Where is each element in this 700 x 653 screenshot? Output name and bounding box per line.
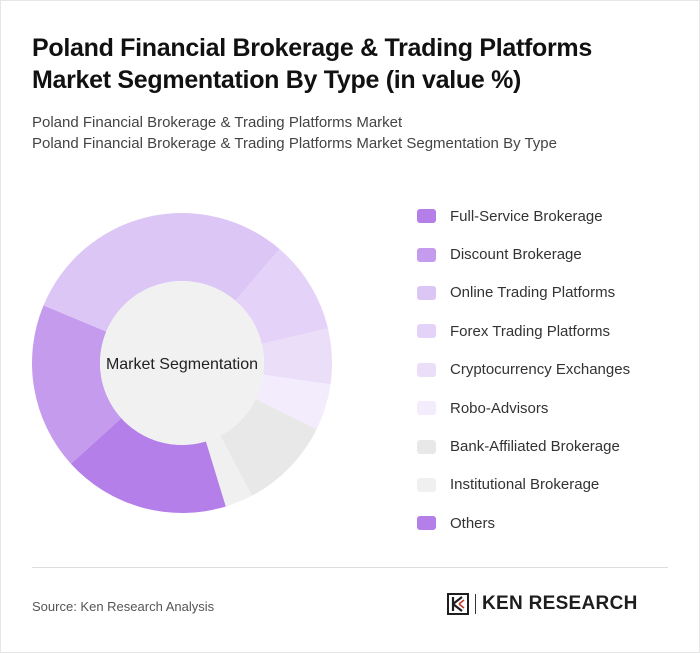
- logo-text: KEN RESEARCH: [482, 593, 638, 614]
- legend-label: Full-Service Brokerage: [450, 207, 603, 225]
- donut-chart-svg: Market Segmentation: [32, 213, 332, 513]
- legend-item-cryptocurrency-exchanges[interactable]: Cryptocurrency Exchanges: [417, 351, 687, 389]
- legend-label: Bank-Affiliated Brokerage: [450, 438, 620, 456]
- donut-slice-robo-advisors[interactable]: [255, 374, 331, 430]
- donut-center: [100, 281, 264, 445]
- legend-swatch: [417, 516, 436, 531]
- legend-label: Cryptocurrency Exchanges: [450, 361, 631, 379]
- donut-slice-cryptocurrency-exchanges[interactable]: [261, 328, 332, 385]
- donut-slice-institutional-brokerage[interactable]: [205, 435, 252, 507]
- ken-research-logo: KEN RESEARCH: [447, 593, 638, 615]
- legend-label: Others: [450, 514, 496, 532]
- legend-item-bank-affiliated-brokerage[interactable]: Bank-Affiliated Brokerage: [417, 427, 687, 465]
- page-title: Poland Financial Brokerage & Trading Pla…: [32, 34, 592, 94]
- subtitle-line-1: Poland Financial Brokerage & Trading Pla…: [32, 114, 403, 131]
- legend-swatch: [417, 247, 436, 262]
- logo-divider: [475, 594, 476, 614]
- legend-item-others[interactable]: Others: [417, 504, 687, 542]
- legend-swatch: [417, 209, 436, 224]
- subtitle-line-2: Poland Financial Brokerage & Trading Pla…: [32, 135, 557, 152]
- legend-item-forex-trading-platforms[interactable]: Forex Trading Platforms: [417, 312, 687, 350]
- legend-swatch: [417, 362, 436, 377]
- subtitle: Poland Financial Brokerage & Trading Pla…: [32, 112, 652, 154]
- source-note: Source: Ken Research Analysis: [32, 599, 215, 614]
- legend-swatch: [417, 285, 436, 300]
- footer-divider: [32, 567, 668, 568]
- legend-label: Online Trading Platforms: [450, 284, 616, 302]
- donut-slice-discount-brokerage[interactable]: [32, 305, 122, 464]
- legend-swatch: [417, 439, 436, 454]
- legend-label: Discount Brokerage: [450, 246, 582, 264]
- legend-item-online-trading-platforms[interactable]: Online Trading Platforms: [417, 274, 687, 312]
- donut-slice-full-service-brokerage[interactable]: [70, 418, 226, 513]
- legend-item-discount-brokerage[interactable]: Discount Brokerage: [417, 235, 687, 273]
- donut-slice-online-trading-platforms[interactable]: [43, 213, 280, 332]
- donut-chart: Market Segmentation: [0, 190, 380, 550]
- legend-label: Forex Trading Platforms: [450, 322, 611, 340]
- legend-swatch: [417, 401, 436, 416]
- legend-swatch: [417, 477, 436, 492]
- donut-slice-forex-trading-platforms[interactable]: [235, 249, 328, 344]
- legend-item-robo-advisors[interactable]: Robo-Advisors: [417, 389, 687, 427]
- legend-item-institutional-brokerage[interactable]: Institutional Brokerage: [417, 466, 687, 504]
- donut-slice-bank-affiliated-brokerage[interactable]: [220, 399, 317, 496]
- donut-center-label: Market Segmentation: [106, 356, 258, 373]
- legend-swatch: [417, 324, 436, 339]
- legend-label: Robo-Advisors: [450, 399, 549, 417]
- chart-legend: Full-Service Brokerage Discount Brokerage…: [417, 197, 687, 543]
- logo-mark-icon: [447, 593, 469, 615]
- legend-item-full-service-brokerage[interactable]: Full-Service Brokerage: [417, 197, 687, 235]
- legend-label: Institutional Brokerage: [450, 476, 600, 494]
